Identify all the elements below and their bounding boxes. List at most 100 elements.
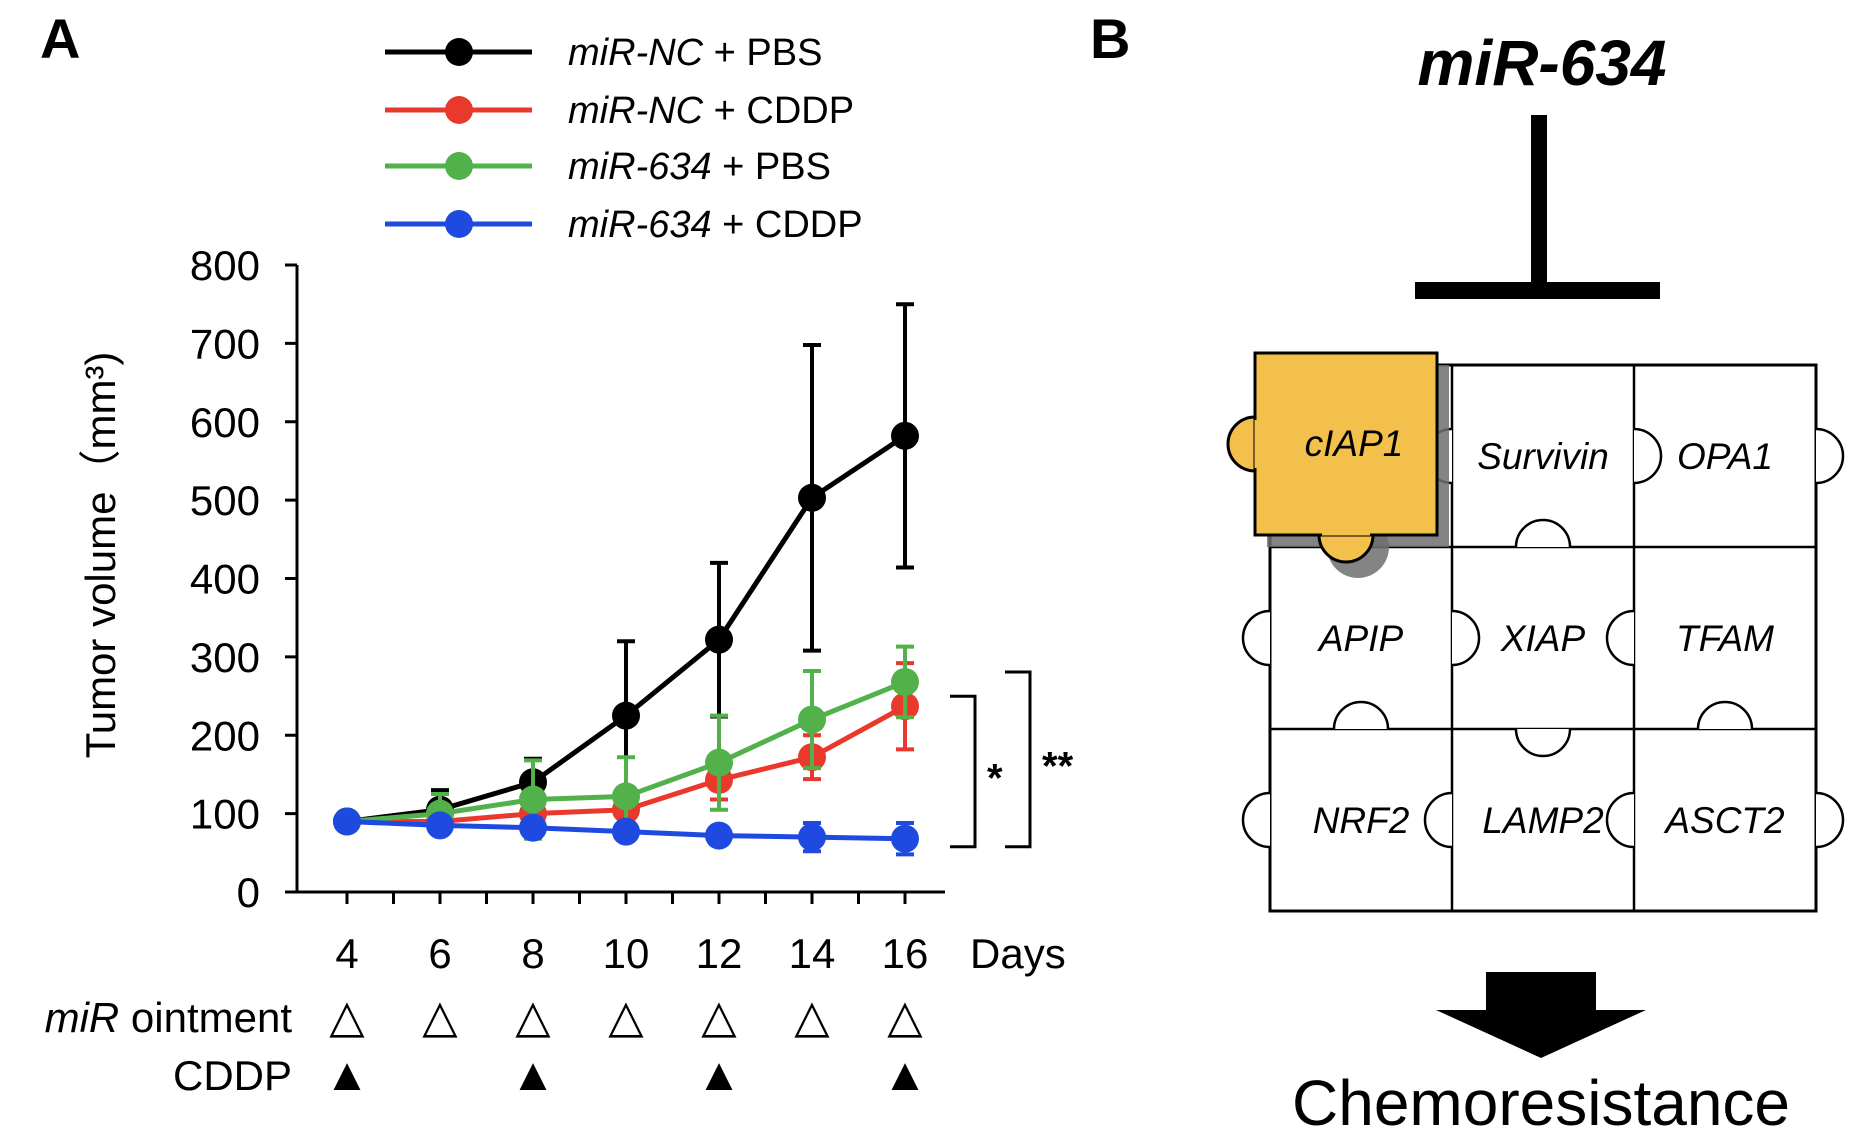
data-point [705, 748, 733, 777]
puzzle-knob [1241, 609, 1271, 667]
puzzle-knob-fill [1452, 611, 1479, 665]
y-tick-label: 600 [190, 399, 260, 446]
puzzle-knob-fill [1516, 520, 1570, 547]
treatment-marker: △ [515, 990, 551, 1042]
inhibition-symbol [1415, 115, 1660, 299]
puzzle-knob [1696, 700, 1754, 730]
puzzle-knob-fill [1607, 793, 1634, 847]
significance-label: ** [1042, 744, 1074, 788]
puzzle-knob [1633, 427, 1663, 485]
legend-marker [445, 210, 473, 238]
treatment-marker: ▲ [510, 1048, 556, 1100]
puzzle-knob [1514, 728, 1572, 758]
y-tick-label: 500 [190, 477, 260, 524]
x-tick-label: 12 [696, 930, 743, 977]
target-opa1: OPA1 [1677, 436, 1773, 477]
y-tick-label: 400 [190, 556, 260, 603]
treatment-marker: △ [701, 990, 737, 1042]
puzzle-knob-fill [1516, 729, 1570, 756]
data-point [519, 785, 547, 814]
legend-label: miR-634 + CDDP [568, 204, 863, 246]
treatment-row-label: miR ointment [45, 994, 293, 1041]
legend-label-rest: + CDDP [712, 204, 863, 246]
puzzle-knob-fill [1334, 702, 1388, 729]
x-tick-label: 8 [521, 930, 544, 977]
legend-label: miR-NC + CDDP [568, 90, 854, 132]
puzzle-knob [1332, 700, 1390, 730]
data-point [891, 824, 919, 853]
target-apip: APIP [1317, 618, 1404, 659]
legend-marker [445, 152, 473, 180]
data-point [891, 667, 919, 696]
y-tick-label: 0 [237, 869, 260, 916]
target-ciap1: cIAP1 [1305, 423, 1404, 464]
data-point [426, 811, 454, 840]
target-survivin: Survivin [1477, 436, 1609, 477]
significance-bracket [950, 694, 977, 849]
outcome-label: Chemoresistance [1292, 1067, 1790, 1137]
target-puzzle-grid: cIAP1 Survivin OPA1 APIP XIAP TFAM NRF2 LAMP2 AS… [1226, 351, 1845, 913]
puzzle-knob [1423, 791, 1453, 849]
puzzle-knob-fill [1816, 793, 1843, 847]
series-3 [333, 807, 919, 857]
highlight-piece [1253, 351, 1439, 537]
treatment-marker: △ [608, 990, 644, 1042]
treatment-label-rest: CDDP [173, 1052, 292, 1099]
diagram-title: miR-634 [1418, 27, 1667, 99]
data-point [798, 705, 826, 734]
mir634-target-diagram: miR-634 cIAP1 Survivin OPA1 APIP XIAP TFAM NRF… [1226, 27, 1845, 1137]
data-point [891, 421, 919, 450]
legend-label-italic: miR-NC [568, 90, 704, 132]
x-tick-label: 4 [335, 930, 358, 977]
puzzle-knob [1241, 791, 1271, 849]
data-point [612, 817, 640, 846]
panel-label-a: A [40, 7, 80, 70]
treatment-marker: ▲ [882, 1048, 928, 1100]
legend-label: miR-634 + PBS [568, 146, 831, 188]
y-axis-ticks: 0 100 200 300 400 500 600 700 800 [190, 242, 297, 916]
legend-label-rest: + CDDP [703, 90, 854, 132]
treatment-marker: △ [422, 990, 458, 1042]
puzzle-knob [1605, 609, 1635, 667]
target-asct2: ASCT2 [1663, 800, 1785, 841]
puzzle-knob [1605, 791, 1635, 849]
treatment-marker: ▲ [696, 1048, 742, 1100]
y-tick-label: 800 [190, 242, 260, 289]
treatment-marker: △ [329, 990, 365, 1042]
data-point [519, 813, 547, 842]
puzzle-knob-fill [1607, 611, 1634, 665]
treatment-schedule: miR ointment △ △ △ △ △ △ △ CDDP ▲ ▲ ▲ ▲ [45, 990, 928, 1100]
data-point [612, 782, 640, 811]
y-axis-title: Tumor volume（mm³) [77, 352, 124, 759]
target-xiap: XIAP [1500, 618, 1586, 659]
target-tfam: TFAM [1676, 618, 1774, 659]
legend-label-italic: miR-634 [568, 146, 712, 188]
treatment-row-label: CDDP [173, 1052, 292, 1099]
puzzle-knob [1815, 427, 1845, 485]
puzzle-knob-fill [1243, 793, 1270, 847]
legend-label: miR-NC + PBS [568, 32, 822, 74]
x-axis-title: Days [970, 930, 1066, 977]
treatment-marker: △ [794, 990, 830, 1042]
puzzle-knob-fill [1816, 429, 1843, 483]
panel-label-b: B [1090, 7, 1130, 70]
treatment-marker: △ [887, 990, 923, 1042]
x-axis-ticks: 4 6 8 10 12 14 16 [335, 892, 928, 977]
puzzle-knob [1815, 791, 1845, 849]
x-tick-label: 6 [428, 930, 451, 977]
highlight-knob-bottom [1317, 533, 1375, 564]
legend-label-rest: + PBS [703, 32, 822, 74]
data-point [333, 807, 361, 836]
outcome-arrow [1436, 972, 1646, 1058]
data-point [612, 701, 640, 730]
highlight-knob-left [1226, 415, 1257, 473]
treatment-marker: ▲ [324, 1048, 370, 1100]
treatment-label-italic: miR [45, 994, 120, 1041]
data-point [705, 625, 733, 654]
x-tick-label: 14 [789, 930, 836, 977]
puzzle-knob-fill [1634, 429, 1661, 483]
legend-marker [445, 38, 473, 66]
target-nrf2: NRF2 [1313, 800, 1410, 841]
legend-label-rest: + PBS [712, 146, 831, 188]
